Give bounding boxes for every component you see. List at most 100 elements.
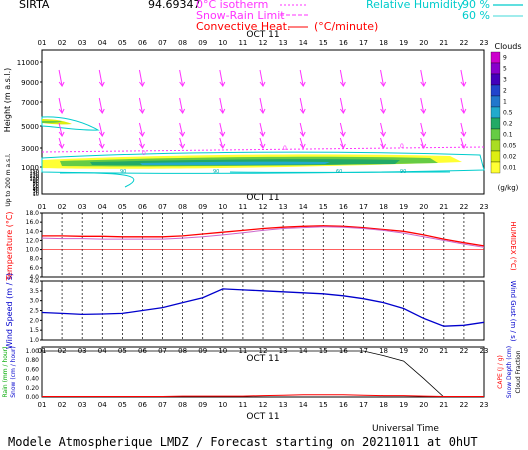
top-hour-tick-label: 19 <box>399 39 408 47</box>
mid-hour-tick-label: 19 <box>399 203 408 211</box>
mid-hour-tick-label: 12 <box>259 203 268 211</box>
height-axis-label: Height (m a.s.l.) <box>3 68 12 133</box>
legend-swatches <box>280 4 523 28</box>
low-hour-tick-label: 14 <box>299 347 308 355</box>
low-height-tick-label: 90 <box>33 179 39 185</box>
height-tick-label: 5000 <box>21 123 39 131</box>
mid-hour-tick-label: 04 <box>98 203 107 211</box>
wind-tick-label: 1.0 <box>29 337 39 344</box>
rh-contour-label: 90 <box>400 169 406 175</box>
temp-tick-label: 6.0 <box>29 265 39 272</box>
wind-arrow-head <box>58 81 65 87</box>
wind-arrow <box>339 97 344 114</box>
wind-arrow-head <box>299 131 306 137</box>
mid-hour-tick-label: 16 <box>339 203 348 211</box>
bottom-hour-tick-label: 19 <box>399 401 408 409</box>
top-hour-tick-label: 06 <box>138 39 147 47</box>
top-hour-tick-label: 14 <box>299 39 308 47</box>
wind-arrow-head <box>299 81 306 87</box>
bottom-hour-tick-label: 15 <box>319 401 328 409</box>
mid-hour-tick-label: 17 <box>359 203 368 211</box>
height-tick-label: 11000 <box>17 59 39 67</box>
mid-hour-tick-label: 18 <box>379 203 388 211</box>
mid-hour-tick-label: 22 <box>459 203 468 211</box>
colorbar-swatch <box>490 150 501 163</box>
low-height-tick-label: 140 <box>29 171 39 177</box>
top-hour-tick-label: 03 <box>78 39 87 47</box>
temp-tick-label: 18.0 <box>26 210 40 217</box>
colorbar-label: 9 <box>503 55 507 62</box>
bottom-hour-tick-label: 07 <box>158 401 167 409</box>
top-hour-tick-label: 23 <box>480 39 489 47</box>
colorbar-swatch <box>490 139 501 152</box>
humidex-line <box>41 226 485 248</box>
wind-tick-label: 2.0 <box>29 317 39 324</box>
wind-arrow-head <box>339 143 346 149</box>
date-label-mid: OCT 11 <box>246 193 279 203</box>
wind-arrow-head <box>98 81 105 87</box>
wind-arrow <box>299 97 304 114</box>
wind-arrow <box>299 69 304 87</box>
wind-arrow <box>380 122 385 137</box>
mid-hour-tick-label: 03 <box>78 203 87 211</box>
low-hour-tick-label: 01 <box>38 347 47 355</box>
bottom-hour-tick-label: 13 <box>279 401 288 409</box>
wind-arrow-head <box>259 108 266 114</box>
wind-arrow <box>380 137 385 149</box>
bottom-hour-tick-label: 02 <box>58 401 67 409</box>
low-hour-tick-label: 16 <box>339 347 348 355</box>
low-hour-tick-label: 23 <box>480 347 489 355</box>
wind-arrow <box>420 69 425 87</box>
wind-arrow <box>219 69 224 87</box>
wind-arrow <box>58 97 63 114</box>
low-hour-tick-label: 17 <box>359 347 368 355</box>
low-height-axis-label: Up to 200 m a.s.l. <box>5 153 12 206</box>
bottom-hour-tick-label: 18 <box>379 401 388 409</box>
low-hour-tick-label: 11 <box>238 347 247 355</box>
bottom-hour-tick-label: 05 <box>118 401 127 409</box>
temp-tick-label: 12.0 <box>26 237 40 244</box>
wind-arrow-head <box>339 131 346 137</box>
low-height-tick-label: 100 <box>29 177 39 183</box>
legend-rh-90: 90 % <box>462 0 490 11</box>
precip-right-axis-label: Cloud Fraction <box>515 350 522 393</box>
zero-isotherm-line <box>41 146 485 153</box>
wind-arrow-head <box>219 108 226 114</box>
precip-tick-label: 0.20 <box>26 385 40 392</box>
bottom-hour-tick-label: 16 <box>339 401 348 409</box>
low-height-tick-label: 80 <box>33 181 39 187</box>
precip-tick-label: 0.40 <box>26 376 40 383</box>
wind-arrow-head <box>98 131 105 137</box>
top-hour-tick-label: 21 <box>439 39 448 47</box>
bottom-hour-tick-label: 23 <box>480 401 489 409</box>
wind-arrow-head <box>139 143 145 149</box>
wind-arrow-head <box>58 108 65 114</box>
colorbar-label: 0.01 <box>503 165 517 172</box>
bottom-hour-tick-label: 14 <box>299 401 308 409</box>
wind-arrow <box>138 97 143 114</box>
wind-arrow-head <box>58 143 65 149</box>
wind-arrow <box>259 97 264 114</box>
bottom-hour-tick-label: 03 <box>78 401 87 409</box>
bottom-hour-tick-label: 06 <box>138 401 147 409</box>
bottom-hour-tick-label: 11 <box>238 401 247 409</box>
colorbar-swatch <box>490 84 501 97</box>
top-hour-tick-label: 11 <box>238 39 247 47</box>
wind-arrow-head <box>259 81 266 87</box>
wind-arrow-head <box>380 131 386 137</box>
wind-arrow-head <box>139 81 145 87</box>
wind-arrow <box>58 122 63 137</box>
wind-arrow-head <box>139 108 145 114</box>
colorbar-swatch <box>490 95 501 108</box>
top-hour-tick-label: 15 <box>319 39 328 47</box>
legend-snow-rain: Snow-Rain Limit <box>196 9 285 22</box>
mid-hour-tick-label: 05 <box>118 203 127 211</box>
temp-tick-label: 10.0 <box>26 247 40 254</box>
wind-arrow <box>299 137 304 149</box>
wind-arrow-head <box>179 108 186 114</box>
date-label-low: OCT 11 <box>246 354 279 364</box>
wind-arrow <box>219 137 224 149</box>
precip-axis-label: Rain (mm / hour) <box>2 346 9 397</box>
top-hour-tick-label: 05 <box>118 39 127 47</box>
